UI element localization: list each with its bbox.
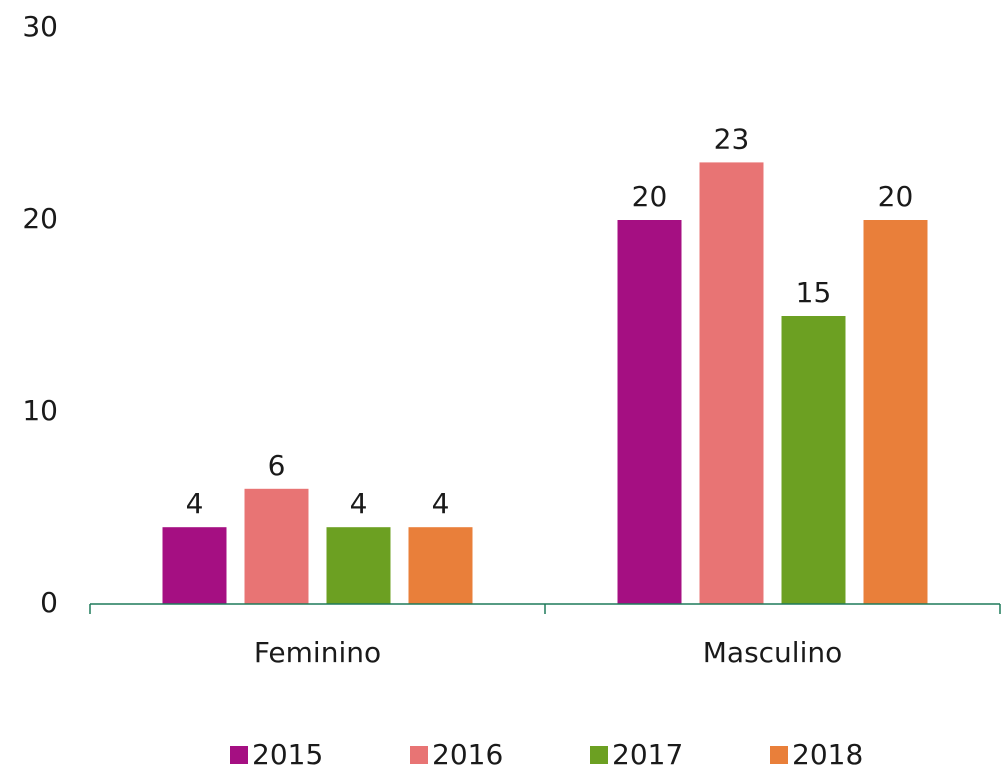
- bar: [244, 488, 309, 604]
- bar: [617, 220, 682, 604]
- bar: [781, 316, 846, 604]
- x-tick-label: Feminino: [254, 636, 381, 669]
- bar: [408, 527, 473, 604]
- data-label: 15: [796, 276, 832, 309]
- bar: [863, 220, 928, 604]
- legend-label: 2018: [792, 738, 863, 771]
- legend-label: 2017: [612, 738, 683, 771]
- y-tick-label: 0: [40, 586, 58, 619]
- bar: [162, 527, 227, 604]
- legend-swatch: [590, 746, 608, 764]
- legend-swatch: [770, 746, 788, 764]
- data-label: 4: [186, 487, 204, 520]
- x-tick-label: Masculino: [703, 636, 842, 669]
- y-tick-label: 20: [22, 202, 58, 235]
- data-label: 4: [432, 487, 450, 520]
- data-label: 4: [350, 487, 368, 520]
- data-label: 20: [878, 180, 914, 213]
- legend-label: 2015: [252, 738, 323, 771]
- data-label: 6: [268, 449, 286, 482]
- y-tick-label: 30: [22, 10, 58, 43]
- y-tick-label: 10: [22, 394, 58, 427]
- legend-swatch: [410, 746, 428, 764]
- bar: [699, 162, 764, 604]
- data-label: 20: [632, 180, 668, 213]
- bar: [326, 527, 391, 604]
- legend-swatch: [230, 746, 248, 764]
- data-label: 23: [714, 122, 750, 155]
- legend-label: 2016: [432, 738, 503, 771]
